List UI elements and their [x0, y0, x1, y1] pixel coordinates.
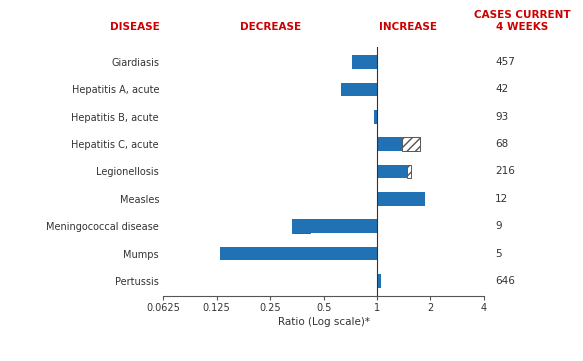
Bar [220, 247, 377, 260]
Text: INCREASE: INCREASE [380, 22, 437, 32]
Text: 5: 5 [495, 249, 501, 258]
Text: 68: 68 [495, 139, 508, 149]
Text: 9: 9 [495, 221, 501, 231]
Bar [292, 219, 310, 233]
Bar [377, 165, 408, 178]
Text: 42: 42 [495, 84, 508, 94]
Bar [292, 219, 377, 233]
Text: DISEASE: DISEASE [110, 22, 160, 32]
Text: 216: 216 [495, 166, 515, 177]
Bar [408, 165, 411, 178]
Bar [402, 137, 420, 151]
Text: 93: 93 [495, 112, 508, 122]
Text: CASES CURRENT
4 WEEKS: CASES CURRENT 4 WEEKS [474, 10, 571, 32]
Bar [374, 110, 377, 123]
Bar [377, 274, 381, 288]
Bar [377, 192, 425, 206]
Bar [352, 55, 377, 69]
Bar [342, 83, 377, 96]
Text: 457: 457 [495, 57, 515, 67]
Text: 12: 12 [495, 194, 508, 204]
X-axis label: Ratio (Log scale)*: Ratio (Log scale)* [278, 317, 370, 327]
Text: DECREASE: DECREASE [240, 22, 301, 32]
Bar [377, 137, 402, 151]
Text: 646: 646 [495, 276, 515, 286]
